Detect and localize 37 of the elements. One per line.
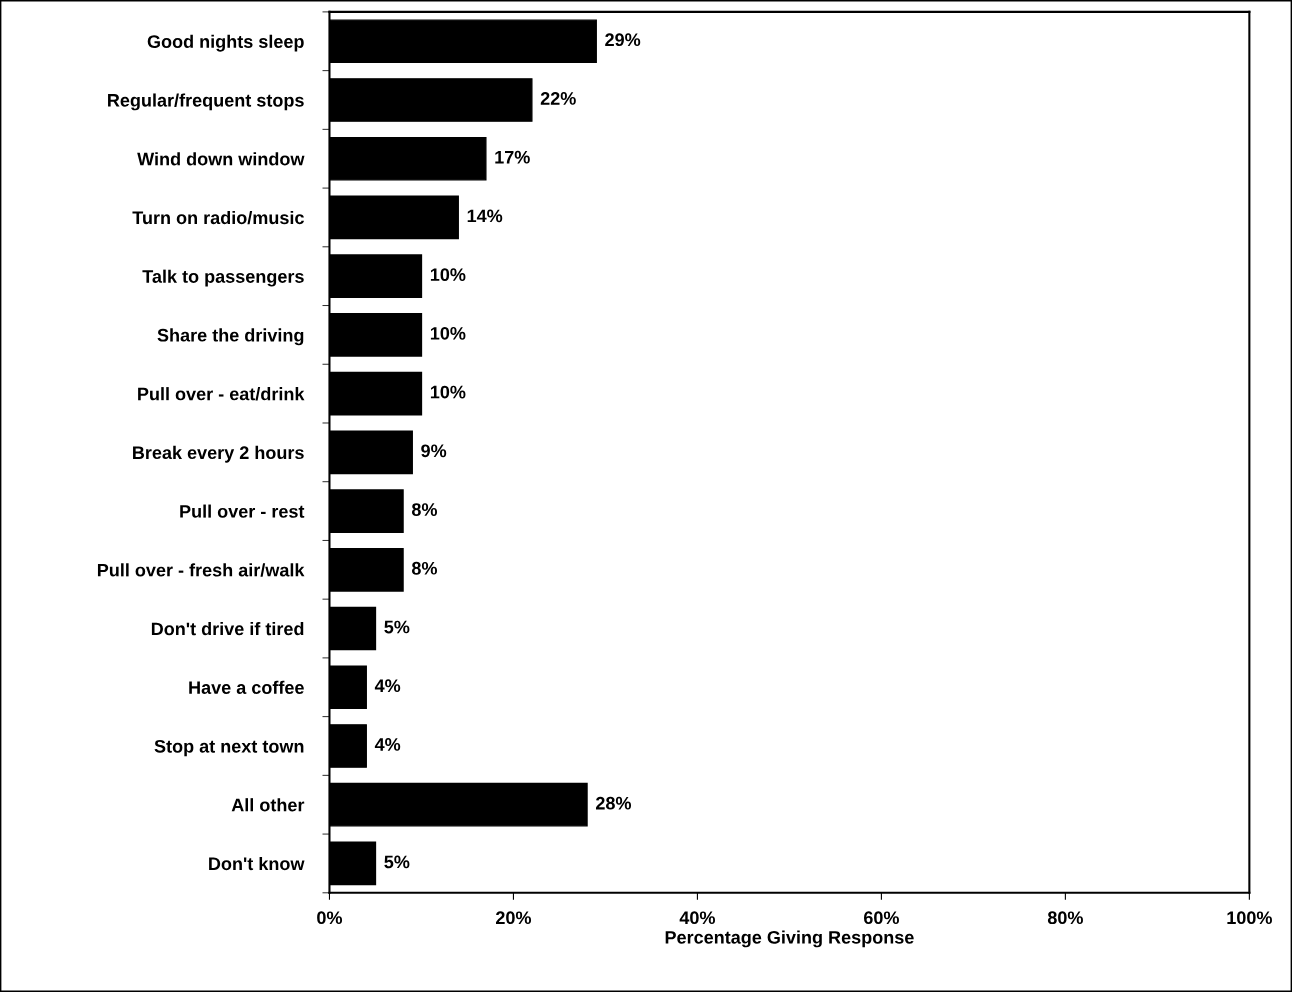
data-label: 22% — [540, 92, 576, 105]
x-axis-title: Percentage Giving Response — [665, 930, 914, 948]
x-tick-label: 60% — [863, 911, 899, 925]
data-label: 8% — [411, 503, 438, 516]
y-tick-label: Don't know — [209, 856, 305, 871]
data-label: 28% — [595, 796, 632, 810]
data-label: 4% — [374, 679, 401, 693]
data-label: 8% — [411, 561, 438, 575]
x-tick-label: 20% — [496, 911, 532, 925]
y-tick-label: Pull over - rest — [180, 504, 305, 518]
data-label: 10% — [430, 268, 466, 282]
data-label: 29% — [605, 33, 641, 47]
x-tick-label: 0% — [317, 911, 343, 925]
y-tick-label: Pull over - fresh air/walk — [97, 563, 305, 577]
x-tick-label: 80% — [1047, 911, 1083, 925]
x-tick-label: 100% — [1227, 911, 1272, 925]
data-label: 10% — [430, 385, 466, 399]
x-tick-label: 40% — [679, 911, 716, 925]
data-label: 5% — [384, 855, 410, 869]
y-tick-label: Turn on radio/music — [132, 210, 304, 225]
y-tick-label: Talk to passengers — [142, 269, 304, 287]
data-label: 4% — [374, 738, 401, 751]
data-label: 14% — [467, 209, 503, 223]
y-tick-label: All other — [231, 798, 305, 812]
y-tick-label: Don't drive if tired — [151, 621, 304, 636]
data-label: 10% — [430, 326, 466, 340]
y-tick-label: Good nights sleep — [147, 34, 304, 52]
y-tick-label: Regular/frequent stops — [108, 93, 304, 111]
y-tick-label: Share the driving — [157, 328, 304, 346]
y-tick-label: Stop at next town — [154, 739, 304, 757]
y-tick-label: Wind down window — [137, 152, 305, 166]
data-label: 9% — [421, 444, 447, 458]
data-label: 5% — [384, 620, 410, 634]
data-label: 17% — [495, 150, 530, 164]
y-tick-label: Pull over - eat/drink — [138, 387, 305, 401]
y-tick-label: Break every 2 hours — [133, 445, 304, 463]
y-tick-label: Have a coffee — [189, 680, 304, 694]
